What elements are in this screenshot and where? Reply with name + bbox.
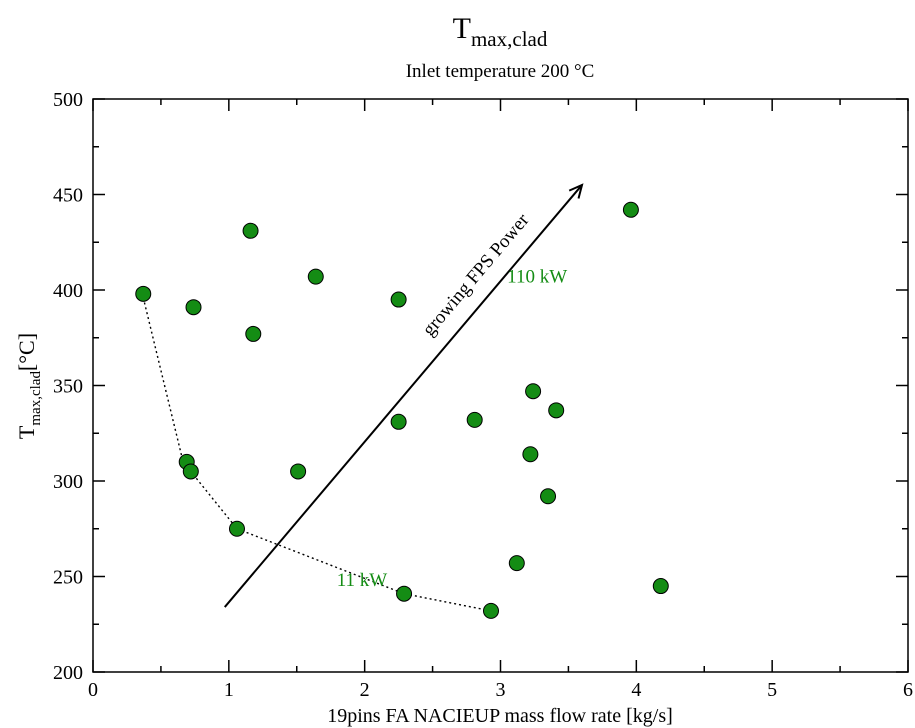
y-tick-label: 500 — [53, 89, 83, 111]
data-point — [482, 602, 499, 619]
data-point — [396, 585, 413, 602]
x-tick-label: 1 — [224, 679, 234, 701]
data-points — [135, 201, 669, 619]
data-point — [390, 413, 407, 430]
data-point — [540, 488, 557, 505]
data-point — [652, 578, 669, 595]
power-arrow-line — [223, 184, 583, 608]
chart-title: Tmax,clad — [453, 12, 548, 51]
x-tick-label: 0 — [88, 679, 98, 701]
data-point — [228, 520, 245, 537]
plot-frame — [92, 98, 909, 673]
y-tick-label: 250 — [53, 567, 83, 589]
data-point — [290, 463, 307, 480]
dotted-trend-line — [142, 297, 492, 612]
data-point — [185, 299, 202, 316]
y-axis-label-main: T — [14, 425, 39, 439]
x-tick-label: 2 — [360, 679, 370, 701]
x-axis-label: 19pins FA NACIEUP mass flow rate [kg/s] — [327, 705, 673, 727]
axis-tick-labels: 0 1 2 3 4 5 6 200 250 300 350 400 450 500 — [53, 89, 913, 701]
y-tick-label: 350 — [53, 376, 83, 398]
data-point — [242, 222, 259, 239]
x-tick-label: 4 — [631, 679, 641, 701]
data-point — [182, 463, 199, 480]
y-tick-label: 200 — [53, 662, 83, 684]
low-power-label: 11 kW — [337, 570, 388, 591]
data-point — [548, 402, 565, 419]
chart-subtitle: Inlet temperature 200 °C — [406, 61, 595, 82]
high-power-label: 110 kW — [507, 266, 567, 287]
y-axis-label-sub: max,clad — [28, 371, 44, 426]
data-point — [390, 291, 407, 308]
chart-title-main: T — [453, 12, 471, 45]
axis-ticks — [92, 98, 909, 673]
y-axis-label-suffix: [°C] — [14, 333, 39, 371]
data-point — [245, 325, 262, 342]
y-tick-label: 300 — [53, 471, 83, 493]
x-tick-label: 3 — [496, 679, 506, 701]
overlays — [142, 183, 584, 612]
data-point — [466, 411, 483, 428]
chart-title-sub: max,clad — [471, 27, 548, 51]
x-tick-label: 6 — [903, 679, 913, 701]
data-point — [525, 383, 542, 400]
data-point — [135, 285, 152, 302]
data-point — [508, 555, 525, 572]
y-tick-label: 450 — [53, 185, 83, 207]
power-arrow-head — [568, 183, 584, 199]
data-point — [307, 268, 324, 285]
data-point — [522, 446, 539, 463]
y-tick-label: 400 — [53, 280, 83, 302]
data-point — [622, 201, 639, 218]
y-axis-label: Tmax,clad[°C] — [14, 333, 44, 439]
x-tick-label: 5 — [767, 679, 777, 701]
